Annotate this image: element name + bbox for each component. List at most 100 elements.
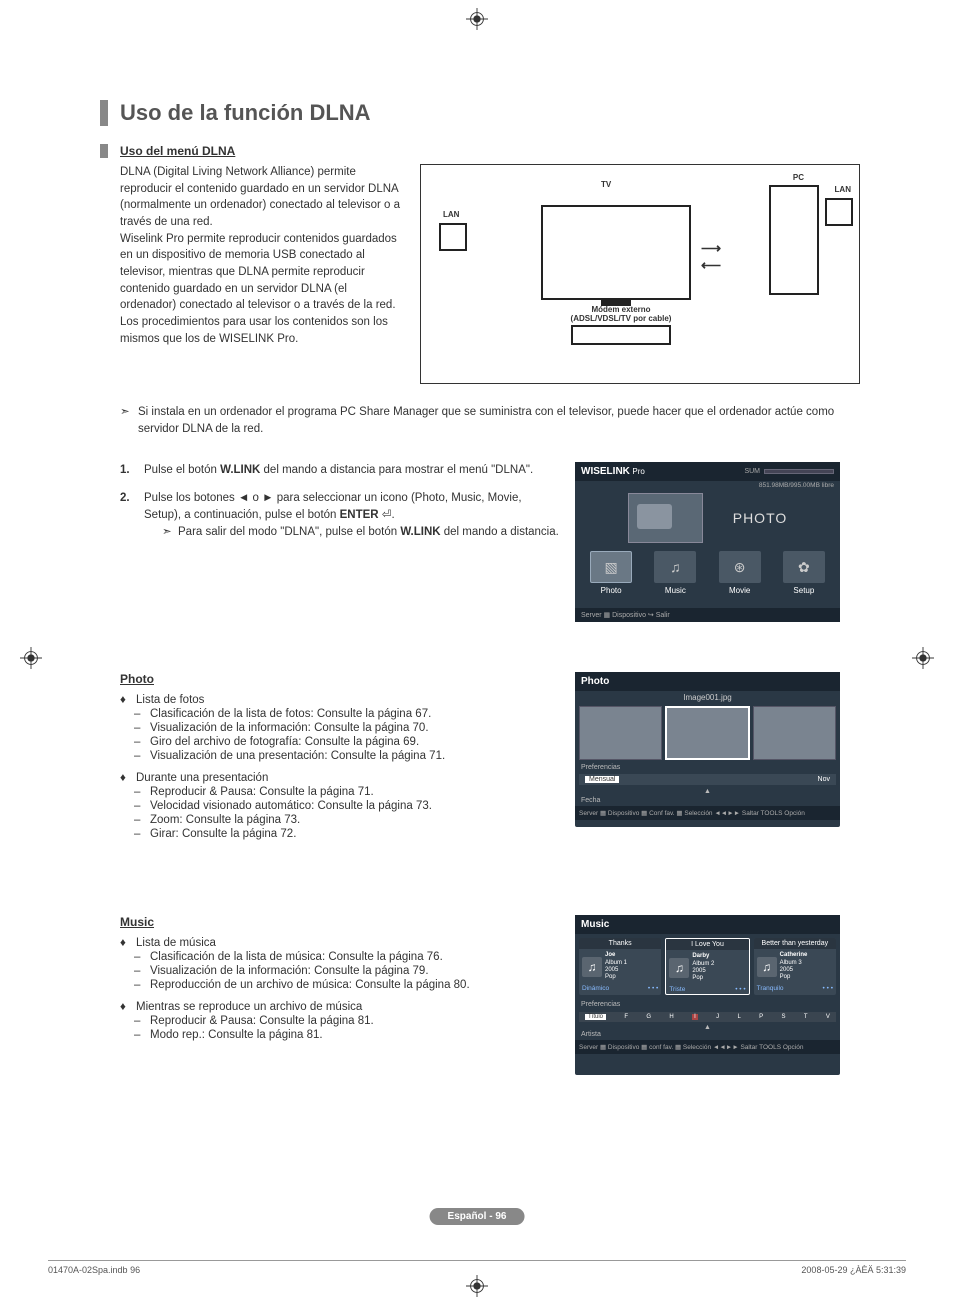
bullet-icon: ♦ xyxy=(120,1001,130,1013)
bullet-icon: ♦ xyxy=(120,772,130,784)
storage-text: 851.98MB/995.00MB libre xyxy=(575,481,840,490)
photo-thumb-selected xyxy=(665,706,750,760)
step-2-note: Para salir del modo "DLNA", pulse el bot… xyxy=(178,524,559,541)
photo-thumb xyxy=(753,706,836,760)
intro-text: DLNA (Digital Living Network Alliance) p… xyxy=(120,164,400,384)
rating-dots: • • • xyxy=(823,985,833,992)
dash-icon: – xyxy=(134,736,144,748)
page-title-bar: Uso de la función DLNA xyxy=(100,100,860,126)
step-2-text: Pulse los botones ◄ o ► para seleccionar… xyxy=(144,490,560,542)
setup-icon: ✿ xyxy=(783,551,825,583)
music-g1-title: Lista de música xyxy=(136,937,216,949)
wiselink-icons: ▧Photo ♫Music ⊛Movie ✿Setup xyxy=(575,545,840,597)
bullet-icon: ♦ xyxy=(120,937,130,949)
photo-ui-screenshot: Photo Image001.jpg Preferencias Mensual … xyxy=(575,672,840,827)
photo-g1-item: Visualización de una presentación: Consu… xyxy=(150,750,445,762)
music-card-selected: I Love You ♫DarbyAlbum 2 2005 Pop Triste… xyxy=(665,938,749,995)
music-card: Thanks ♫JoeAlbum 1 2005 Pop Dinámico• • … xyxy=(579,938,661,995)
step-number: 1. xyxy=(120,462,134,479)
wiselink-icon-photo: ▧Photo xyxy=(590,551,632,595)
music-card: Better than yesterday ♫CatherineAlbum 3 … xyxy=(754,938,836,995)
music-ui-footer: Server ▦ Dispositivo ▦ conf fav. ▦ Selec… xyxy=(575,1040,840,1054)
page-title: Uso de la función DLNA xyxy=(120,100,860,126)
storage-bar xyxy=(764,469,834,474)
dash-icon: – xyxy=(134,722,144,734)
diagram-pc-label: PC xyxy=(793,173,804,182)
diagram-pc-icon xyxy=(769,185,819,295)
music-g1-item: Clasificación de la lista de música: Con… xyxy=(150,951,443,963)
page-content: Uso de la función DLNA Uso del menú DLNA… xyxy=(100,100,860,1110)
music-g2-item: Reproducir & Pausa: Consulte la página 8… xyxy=(150,1015,374,1027)
print-footer: 01470A-02Spa.indb 96 2008-05-29 ¿ÀÈÄ 5:3… xyxy=(48,1260,906,1275)
diagram-lan-icon xyxy=(439,223,467,251)
music-g2-item: Modo rep.: Consulte la página 81. xyxy=(150,1029,323,1041)
triangle-up-icon: ▲ xyxy=(575,786,840,797)
photo-ui-pref: Preferencias xyxy=(575,762,840,773)
wiselink-thumb xyxy=(628,493,703,543)
intro-p1: DLNA (Digital Living Network Alliance) p… xyxy=(120,164,400,231)
photo-icon: ▧ xyxy=(590,551,632,583)
intro-p2: Wiselink Pro permite reproducir contenid… xyxy=(120,231,400,314)
music-ui-screenshot: Music Thanks ♫JoeAlbum 1 2005 Pop Dinámi… xyxy=(575,915,840,1075)
diagram-arrow-icon: ⟶⟵ xyxy=(701,240,719,274)
steps-list: 1. Pulse el botón W.LINK del mando a dis… xyxy=(120,462,560,622)
wiselink-icon-movie: ⊛Movie xyxy=(719,551,761,595)
photo-ui-filename: Image001.jpg xyxy=(575,691,840,704)
diagram-lan-label-2: LAN xyxy=(835,185,851,194)
diagram-lan-icon xyxy=(825,198,853,226)
photo-g2-item: Velocidad visionado automático: Consulte… xyxy=(150,800,432,812)
rating-dots: • • • xyxy=(735,986,745,993)
network-diagram: TV PC LAN LAN ⟶⟵ Módem externo (ADSL/VDS… xyxy=(420,164,860,384)
note-icon: ♫ xyxy=(669,958,689,978)
diagram-lan-label-1: LAN xyxy=(443,210,459,219)
wiselink-brand: WISELINK Pro xyxy=(581,466,645,477)
photo-section: Photo ♦Lista de fotos –Clasificación de … xyxy=(120,672,560,850)
music-section: Music ♦Lista de música –Clasificación de… xyxy=(120,915,560,1075)
note-icon: ♫ xyxy=(757,957,777,977)
intro-note: ➣ Si instala en un ordenador el programa… xyxy=(120,404,860,437)
photo-g1-item: Clasificación de la lista de fotos: Cons… xyxy=(150,708,431,720)
registration-mark xyxy=(912,647,934,669)
registration-mark xyxy=(466,8,488,30)
intro-heading: Uso del menú DLNA xyxy=(100,144,860,158)
page-number-badge: Español - 96 xyxy=(430,1208,525,1225)
wiselink-photo-label: PHOTO xyxy=(733,510,788,526)
dash-icon: – xyxy=(134,814,144,826)
sum-label: SUM xyxy=(744,468,760,475)
photo-g2-item: Reproducir & Pausa: Consulte la página 7… xyxy=(150,786,374,798)
photo-ui-footer: Server ▦ Dispositivo ▦ Conf fav. ▦ Selec… xyxy=(575,806,840,820)
music-ui-artist: Artista xyxy=(575,1031,840,1040)
music-icon: ♫ xyxy=(654,551,696,583)
dash-icon: – xyxy=(134,800,144,812)
bullet-icon: ♦ xyxy=(120,694,130,706)
wiselink-icon-music: ♫Music xyxy=(654,551,696,595)
photo-ui-strip xyxy=(575,704,840,762)
dash-icon: – xyxy=(134,1029,144,1041)
diagram-modem-label: Módem externo (ADSL/VDSL/TV por cable) xyxy=(566,305,676,323)
dash-icon: – xyxy=(134,786,144,798)
step-number: 2. xyxy=(120,490,134,542)
music-g1-item: Visualización de la información: Consult… xyxy=(150,965,429,977)
dash-icon: – xyxy=(134,1015,144,1027)
photo-g2-item: Girar: Consulte la página 72. xyxy=(150,828,296,840)
step-1-text: Pulse el botón W.LINK del mando a distan… xyxy=(144,462,533,479)
dash-icon: – xyxy=(134,965,144,977)
photo-ui-title: Photo xyxy=(575,672,840,691)
music-ui-cards: Thanks ♫JoeAlbum 1 2005 Pop Dinámico• • … xyxy=(575,934,840,999)
wiselink-main-screenshot: WISELINK Pro SUM 851.98MB/995.00MB libre… xyxy=(575,462,840,622)
photo-g1-title: Lista de fotos xyxy=(136,694,204,706)
photo-g1-item: Visualización de la información: Consult… xyxy=(150,722,429,734)
registration-mark xyxy=(466,1275,488,1297)
music-ui-title: Music xyxy=(575,915,840,934)
photo-g2-title: Durante una presentación xyxy=(136,772,268,784)
wiselink-icon-setup: ✿Setup xyxy=(783,551,825,595)
dash-icon: – xyxy=(134,708,144,720)
note-icon: ♫ xyxy=(582,957,602,977)
intro-p3: Los procedimientos para usar los conteni… xyxy=(120,314,400,347)
photo-heading: Photo xyxy=(120,672,560,686)
music-ui-pref: Preferencias xyxy=(575,999,840,1010)
wiselink-footer: Server ▦ Dispositivo ↪ Salir xyxy=(575,608,840,622)
dash-icon: – xyxy=(134,828,144,840)
diagram-tv-label: TV xyxy=(601,180,611,189)
note-marker-icon: ➣ xyxy=(120,404,132,437)
